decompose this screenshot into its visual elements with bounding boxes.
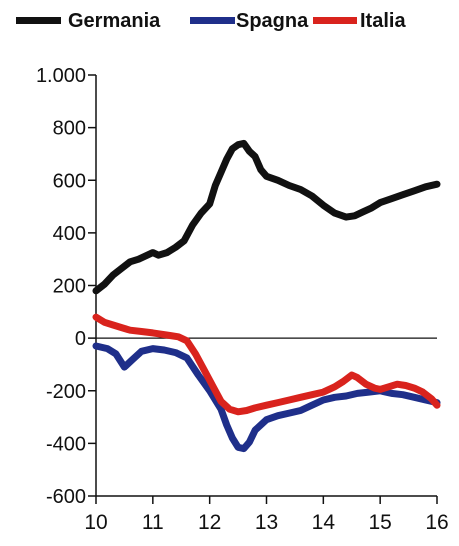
legend-label-germania: Germania <box>68 10 161 32</box>
legend: Germania Spagna Italia <box>16 10 406 32</box>
axes: 1.000 800 600 400 200 0 -200 -400 -600 10 11 12 13 14… <box>36 65 449 534</box>
x-tick-label: 15 <box>368 511 391 534</box>
x-tick-label: 11 <box>142 511 164 534</box>
y-tick-label: 400 <box>53 223 86 245</box>
y-tick-label: 200 <box>53 276 86 298</box>
x-tick-label: 10 <box>84 511 107 534</box>
y-tick-label: 800 <box>53 118 86 140</box>
y-tick-label: -400 <box>46 433 86 455</box>
legend-label-italia: Italia <box>360 10 406 32</box>
x-tick-label: 16 <box>425 511 448 534</box>
legend-label-spagna: Spagna <box>236 10 309 32</box>
legend-swatch-spagna <box>190 17 235 24</box>
series-line-germania <box>92 139 441 295</box>
series-line-italia <box>92 313 441 416</box>
x-tick-label: 12 <box>198 511 221 534</box>
y-tick-label: 600 <box>53 170 86 192</box>
x-tick-label: 13 <box>255 511 278 534</box>
y-tick-label: -600 <box>46 486 86 508</box>
x-tick-label: 14 <box>312 511 336 534</box>
legend-swatch-italia <box>313 17 357 24</box>
y-tick-label: 1.000 <box>36 65 86 87</box>
y-tick-label: -200 <box>46 381 86 403</box>
series-line-spagna <box>92 342 441 453</box>
series-group <box>92 139 441 453</box>
y-tick-label: 0 <box>75 328 86 350</box>
legend-swatch-germania <box>16 17 61 24</box>
